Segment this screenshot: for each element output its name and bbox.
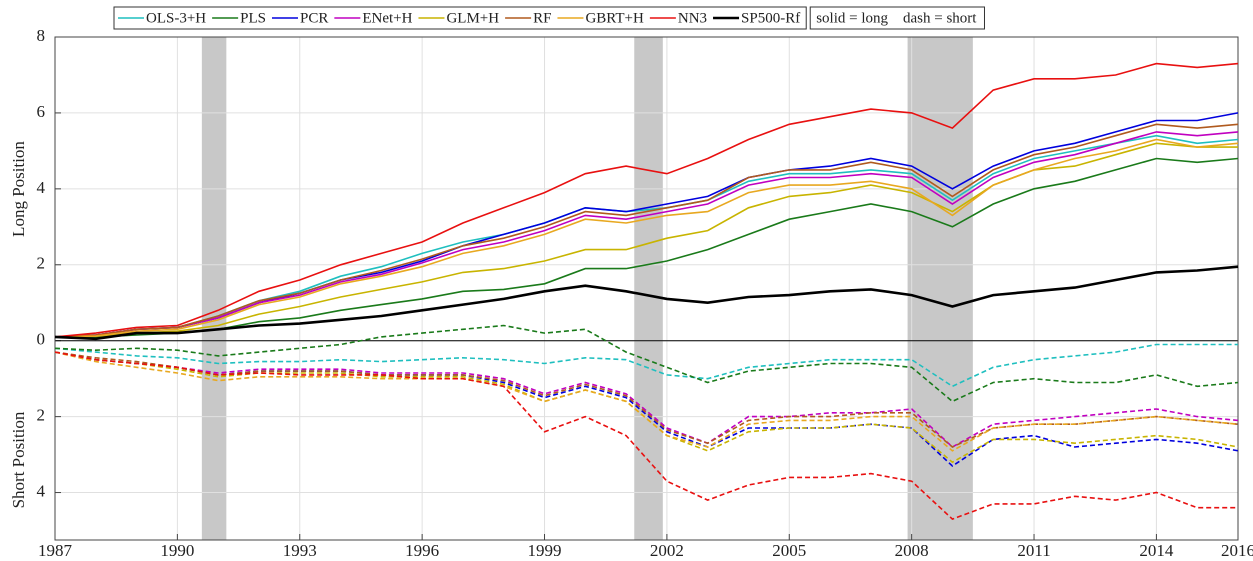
y-tick-label: 2 (37, 254, 46, 273)
y-axis-label-long: Long Position (9, 141, 28, 237)
y-tick-label: 2 (37, 406, 46, 425)
x-tick-label: 1996 (405, 541, 439, 560)
legend-label: PLS (240, 10, 266, 26)
long-line (54, 265, 1239, 341)
y-tick-label: 6 (37, 102, 46, 121)
y-tick-label: 4 (37, 481, 46, 500)
short-line (54, 324, 1239, 403)
y-tick-label: 0 (37, 330, 46, 349)
long-line (55, 157, 1239, 338)
recession-band (634, 37, 663, 540)
x-tick-label: 2014 (1139, 541, 1174, 560)
short-line (54, 351, 1239, 464)
x-tick-label: 2016 (1221, 541, 1253, 560)
legend-label: PCR (300, 10, 328, 26)
x-tick-label: 2011 (1017, 541, 1050, 560)
recession-band (907, 37, 973, 540)
x-tick-label: 1993 (283, 541, 317, 560)
x-tick-label: 1987 (38, 541, 73, 560)
legend-label: GBRT+H (585, 10, 644, 26)
plot-frame (54, 36, 1239, 541)
legend-note: solid = long dash = short (816, 10, 977, 26)
x-tick-label: 1999 (528, 541, 562, 560)
legend: OLS-3+H PLS PCR ENet+H GLM+H RF GBRT+H NN3 SP500… (113, 6, 985, 30)
x-tick-label: 2008 (895, 541, 929, 560)
recession-band (201, 37, 227, 540)
legend-label: ENet+H (362, 10, 412, 26)
x-tick-label: 2002 (650, 541, 684, 560)
long-line (54, 138, 1239, 338)
short-line (54, 343, 1238, 388)
legend-note-box (809, 6, 985, 30)
legend-label: SP500-Rf (741, 10, 800, 26)
long-line (54, 142, 1238, 338)
y-axis-label-short: Short Position (9, 411, 28, 508)
long-line (54, 62, 1239, 338)
x-tick-label: 2005 (772, 541, 806, 560)
legend-label: RF (533, 10, 551, 26)
legend-box (113, 6, 807, 30)
y-tick-label: 8 (37, 26, 46, 45)
y-tick-label: 4 (37, 178, 46, 197)
legend-label: OLS-3+H (146, 10, 206, 26)
legend-label: GLM+H (446, 10, 499, 26)
long-line (54, 123, 1239, 338)
legend-label: NN3 (678, 10, 707, 26)
short-line (54, 351, 1239, 452)
x-tick-label: 1990 (160, 541, 194, 560)
long-line (54, 131, 1239, 338)
